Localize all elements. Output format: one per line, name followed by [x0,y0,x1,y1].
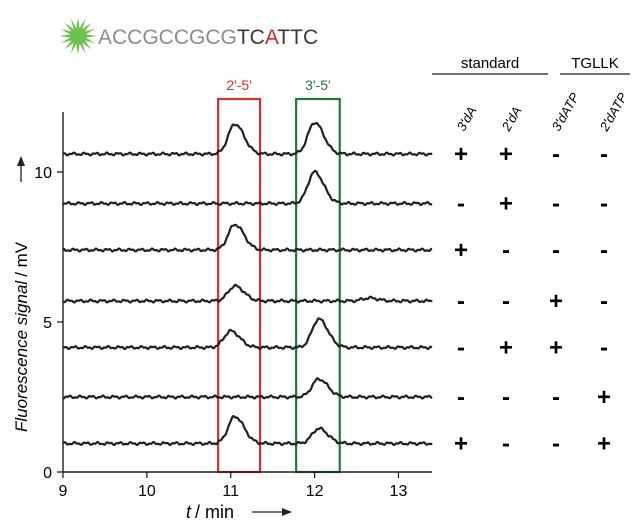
region-label: 3'-5' [305,77,331,93]
minus-sign: - [502,288,510,315]
minus-sign: - [600,141,608,168]
plus-sign: + [549,288,563,315]
svg-text:t/ min: t / min [186,502,234,522]
minus-sign: - [552,237,560,264]
plus-sign: + [597,384,611,411]
y-tick-label: 5 [43,315,52,332]
x-axis-unit: / min [195,502,234,522]
condition-table: standard 3'dA 2'dA TGLLK 3'dATP 2'dATP + + - - - + -… [432,55,630,458]
minus-sign: - [552,191,560,218]
minus-sign: - [600,237,608,264]
trace-line [62,317,433,351]
plus-sign: + [597,431,611,458]
x-tick-label: 12 [306,483,324,500]
x-tick-label: 10 [138,483,156,500]
minus-sign: - [600,191,608,218]
plus-sign: + [499,141,513,168]
y-tick-label: 10 [34,165,52,182]
minus-sign: - [600,288,608,315]
x-tick-label: 9 [59,483,68,500]
sequence-segment: TTC [277,26,318,49]
axes [62,112,432,473]
column-header: 3'dATP [549,90,583,134]
y-tick-label: 0 [43,465,52,482]
trace-line [62,415,433,447]
plus-sign: + [454,431,468,458]
minus-sign: - [600,335,608,362]
minus-sign: - [502,431,510,458]
plus-sign: + [499,335,513,362]
region-box-2-5 [217,97,262,474]
y-axis-variable: Fluorescence signal [12,280,31,432]
trace-line [62,169,433,207]
sequence-segment: TC [237,26,265,49]
axis-ticks: 9 10 11 12 13 0 5 10 [34,165,407,500]
minus-sign: - [502,237,510,264]
dna-sequence: ACCGCCGCGTCATTC [98,26,318,49]
trace-line [62,283,433,304]
minus-sign: - [552,384,560,411]
plus-sign: + [454,141,468,168]
plus-sign: + [499,191,513,218]
minus-sign: - [457,288,465,315]
minus-sign: - [457,384,465,411]
minus-sign: - [457,191,465,218]
svg-text:Fluorescence signal/ mV: Fluorescence signal / mV [12,241,31,432]
sequence-segment: ACCGCCGCG [98,26,237,49]
x-tick-label: 13 [390,483,408,500]
minus-sign: - [457,335,465,362]
minus-sign: - [552,431,560,458]
minus-sign: - [502,384,510,411]
x-axis-label: t / min [186,502,292,522]
chromatogram-traces [62,121,433,447]
x-axis-variable: t [186,502,192,522]
sequence-segment: A [265,26,279,49]
group-label: standard [461,55,519,72]
y-axis-unit: / mV [12,241,31,277]
group-label: TGLLK [571,55,619,72]
plus-sign: + [549,335,563,362]
minus-sign: - [552,141,560,168]
region-box-3-5 [295,97,341,474]
trace-line [62,223,433,253]
trace-line [62,121,433,157]
column-header: 3'dA [454,104,480,134]
x-tick-label: 11 [222,483,239,500]
peak-region-boxes: 2'-5' 3'-5' [217,77,341,474]
y-axis-label: Fluorescence signal / mV [12,156,31,432]
column-header: 2'dA [498,104,524,135]
plus-sign: + [454,237,468,264]
fluorophore-icon [59,17,97,55]
region-label: 2'-5' [226,77,252,93]
column-header: 2'dATP [596,90,630,134]
trace-line [62,377,433,400]
